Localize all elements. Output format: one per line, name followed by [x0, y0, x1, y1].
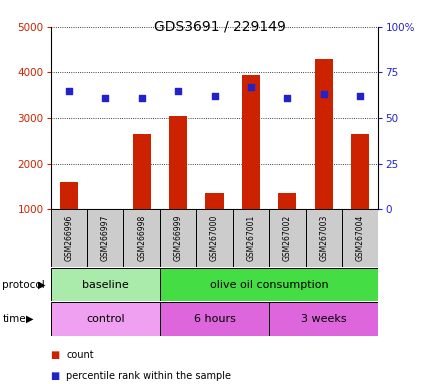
- Text: ▶: ▶: [26, 314, 34, 324]
- Text: olive oil consumption: olive oil consumption: [210, 280, 328, 290]
- Point: [138, 95, 145, 101]
- Bar: [169, 116, 187, 255]
- Text: GSM267002: GSM267002: [283, 215, 292, 261]
- Point: [284, 95, 291, 101]
- Bar: [242, 75, 260, 255]
- Text: ▶: ▶: [38, 280, 46, 290]
- Bar: [351, 134, 369, 255]
- Text: ■: ■: [51, 350, 60, 360]
- Bar: [160, 302, 269, 336]
- Bar: [132, 134, 151, 255]
- Text: count: count: [66, 350, 94, 360]
- Text: GSM267000: GSM267000: [210, 215, 219, 261]
- Point: [65, 88, 72, 94]
- Bar: [160, 268, 378, 301]
- Text: 3 weeks: 3 weeks: [301, 314, 347, 324]
- Bar: [205, 193, 224, 255]
- Bar: [87, 209, 124, 267]
- Text: GDS3691 / 229149: GDS3691 / 229149: [154, 19, 286, 33]
- Text: control: control: [86, 314, 125, 324]
- Bar: [60, 182, 78, 255]
- Point: [211, 93, 218, 99]
- Text: GSM266996: GSM266996: [64, 215, 73, 261]
- Text: percentile rank within the sample: percentile rank within the sample: [66, 371, 231, 381]
- Text: GSM267001: GSM267001: [246, 215, 256, 261]
- Bar: [305, 209, 342, 267]
- Bar: [315, 59, 333, 255]
- Bar: [233, 209, 269, 267]
- Text: GSM267004: GSM267004: [356, 215, 365, 261]
- Text: GSM267003: GSM267003: [319, 215, 328, 261]
- Point: [247, 84, 254, 90]
- Bar: [124, 209, 160, 267]
- Text: ■: ■: [51, 371, 60, 381]
- Text: time: time: [2, 314, 26, 324]
- Point: [357, 93, 364, 99]
- Bar: [96, 209, 114, 255]
- Text: GSM266997: GSM266997: [101, 215, 110, 261]
- Text: GSM266998: GSM266998: [137, 215, 146, 261]
- Text: 6 hours: 6 hours: [194, 314, 235, 324]
- Text: protocol: protocol: [2, 280, 45, 290]
- Bar: [342, 209, 378, 267]
- Point: [320, 91, 327, 98]
- Text: GSM266999: GSM266999: [173, 215, 183, 261]
- Point: [175, 88, 182, 94]
- Bar: [269, 209, 305, 267]
- Bar: [51, 302, 160, 336]
- Bar: [278, 193, 297, 255]
- Text: baseline: baseline: [82, 280, 128, 290]
- Bar: [269, 302, 378, 336]
- Bar: [160, 209, 196, 267]
- Point: [102, 95, 109, 101]
- Bar: [51, 209, 87, 267]
- Bar: [51, 268, 160, 301]
- Bar: [196, 209, 233, 267]
